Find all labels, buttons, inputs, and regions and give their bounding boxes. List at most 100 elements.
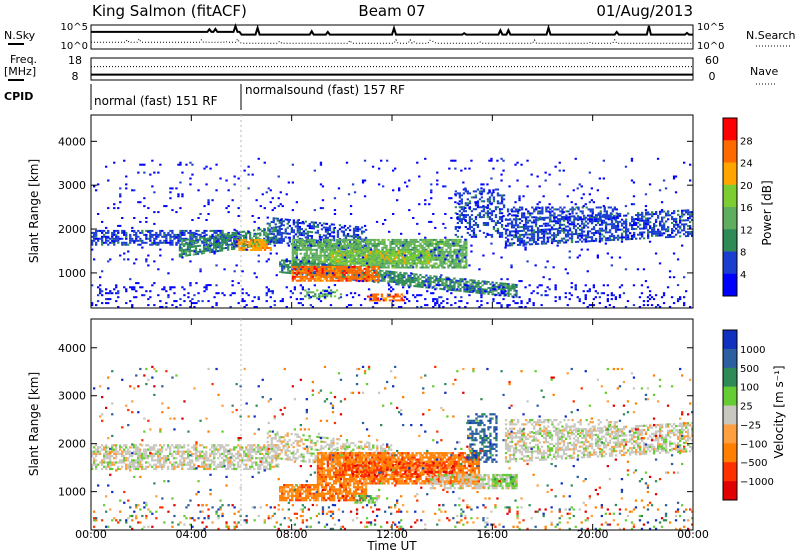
range-cell — [328, 227, 332, 230]
range-cell — [349, 256, 352, 259]
range-cell — [361, 258, 364, 261]
range-cell — [268, 228, 271, 231]
range-cell — [653, 230, 656, 233]
range-cell — [447, 284, 450, 287]
range-cell — [612, 223, 616, 226]
range-cell — [358, 238, 362, 241]
range-cell — [596, 292, 599, 295]
range-cell — [173, 286, 176, 289]
range-cell — [472, 229, 476, 232]
range-cell — [322, 226, 326, 229]
range-cell — [256, 249, 259, 251]
range-cell — [343, 252, 346, 255]
range-cell — [157, 243, 160, 246]
range-cell — [633, 231, 636, 234]
range-cell — [206, 237, 210, 240]
range-cell — [425, 262, 428, 265]
range-cell — [513, 283, 516, 286]
range-cell — [341, 246, 344, 249]
range-cell — [502, 227, 506, 230]
range-cell — [620, 224, 624, 227]
range-cell — [415, 238, 418, 241]
range-cell — [352, 237, 356, 240]
range-cell — [351, 267, 354, 270]
range-cell — [121, 237, 124, 240]
range-cell — [419, 238, 422, 241]
range-cell — [333, 273, 336, 276]
range-cell — [415, 262, 418, 265]
range-cell — [307, 262, 310, 265]
range-cell — [341, 277, 344, 280]
range-cell — [505, 282, 508, 285]
range-cell — [365, 240, 368, 243]
range-cell — [337, 242, 340, 245]
range-cell — [367, 262, 370, 265]
range-cell — [481, 288, 484, 291]
range-cell — [194, 253, 198, 256]
range-cell — [373, 248, 376, 251]
range-cell — [449, 283, 452, 285]
range-cell — [447, 286, 450, 289]
range-cell — [528, 298, 531, 301]
range-cell — [347, 274, 350, 277]
range-cell — [594, 239, 598, 242]
range-cell — [391, 260, 394, 263]
range-cell — [635, 221, 638, 224]
range-cell — [147, 230, 150, 233]
range-cell — [454, 227, 457, 230]
range-cell — [657, 214, 660, 217]
range-cell — [520, 302, 523, 305]
range-cell — [305, 248, 308, 251]
range-cell — [376, 299, 380, 302]
range-cell — [411, 246, 414, 249]
range-cell — [283, 261, 286, 264]
range-cell — [506, 306, 509, 308]
range-cell — [121, 231, 124, 234]
range-cell — [359, 260, 362, 263]
range-cell — [179, 298, 182, 301]
range-cell — [551, 214, 554, 217]
range-cell — [620, 232, 624, 235]
range-cell — [427, 278, 430, 281]
range-cell — [345, 279, 348, 282]
range-cell — [629, 232, 632, 235]
range-cell — [322, 289, 325, 292]
range-cell — [291, 260, 294, 263]
range-cell — [627, 236, 630, 239]
range-cell — [651, 211, 654, 214]
range-cell — [551, 210, 554, 213]
range-cell — [604, 227, 608, 230]
range-cell — [472, 227, 476, 230]
range-cell — [301, 244, 304, 247]
range-cell — [521, 214, 524, 217]
range-cell — [667, 210, 670, 213]
range-cell — [275, 226, 278, 229]
range-cell — [341, 269, 344, 272]
range-cell — [508, 244, 512, 247]
range-cell — [299, 269, 302, 272]
range-cell — [441, 266, 444, 269]
range-cell — [550, 228, 554, 231]
range-cell — [515, 218, 518, 221]
range-cell — [533, 208, 536, 211]
range-cell — [685, 223, 688, 226]
range-cell — [333, 250, 336, 253]
range-cell — [419, 273, 422, 276]
range-cell — [492, 298, 495, 301]
range-cell — [301, 240, 304, 243]
range-cell — [570, 215, 574, 218]
range-cell — [125, 235, 128, 238]
range-cell — [105, 235, 108, 238]
range-cell — [463, 266, 466, 269]
range-cell — [315, 265, 318, 268]
range-cell — [353, 267, 356, 270]
range-cell — [610, 225, 614, 228]
range-cell — [345, 264, 348, 267]
range-cell — [586, 290, 589, 293]
range-cell — [218, 247, 222, 250]
range-cell — [355, 275, 358, 278]
range-cell — [182, 250, 186, 253]
range-cell — [669, 214, 672, 217]
range-cell — [353, 238, 356, 241]
range-cell — [479, 290, 482, 293]
